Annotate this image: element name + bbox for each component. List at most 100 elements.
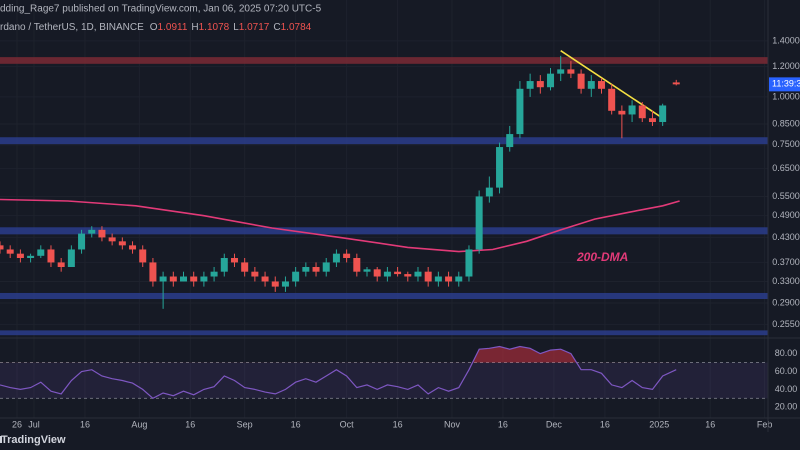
candle-body (292, 271, 300, 282)
candle-body (67, 249, 75, 267)
candle-body (37, 249, 45, 256)
overlay-line (0, 198, 680, 253)
candle-body (169, 276, 177, 282)
candle-body (648, 118, 656, 123)
candle-body (445, 276, 453, 282)
candle-body (373, 269, 381, 277)
y-tick-label: 0.7500 (772, 139, 800, 149)
y-tick-label: 0.8500 (772, 118, 800, 128)
price-label-box (769, 77, 800, 92)
x-tick-label: Oct (340, 419, 355, 429)
x-tick-label: 16 (498, 419, 508, 429)
x-tick-label: Sep (237, 419, 253, 429)
candle-body (557, 69, 565, 74)
candle-body (6, 249, 14, 254)
candle-body (414, 271, 422, 277)
y-tick-label: 1.0000 (772, 91, 800, 101)
ohlc-label: O (150, 22, 158, 33)
candle-body (129, 245, 137, 250)
x-tick-label: 16 (705, 419, 715, 429)
candle-body (547, 73, 555, 88)
candle-body (394, 271, 402, 275)
publisher: dding_Rage7 published on TradingView.com… (0, 4, 322, 15)
candle-body (353, 257, 361, 272)
candle-body (526, 81, 534, 89)
candle-body (180, 276, 188, 282)
zone (0, 330, 768, 336)
zone (0, 227, 768, 235)
y-tick-label: 0.2550 (772, 319, 800, 329)
x-tick-label: 2025 (649, 419, 669, 429)
countdown: 11:39:3 (772, 79, 800, 89)
candle-body (608, 88, 616, 111)
zone (0, 57, 768, 64)
candle-body (220, 257, 228, 272)
candle-body (261, 276, 269, 282)
y-tick-label: 0.4900 (772, 210, 800, 220)
candle-body (302, 266, 310, 272)
candle-body (78, 233, 86, 250)
candle-body (27, 255, 35, 258)
x-tick-label: Nov (444, 419, 461, 429)
symbol: rdano / TetherUS, 1D, BINANCE (0, 22, 144, 33)
axes: 26 Jul 16 Aug 16 Sep 16 Oct 16 Nov 16 Dec 16 2025 16 Fe… (12, 35, 800, 429)
candle-body (332, 253, 340, 263)
ohlc-value: 1.0911 (158, 22, 188, 33)
candle-body (587, 81, 595, 89)
candle-body (597, 81, 605, 89)
x-tick-label: 16 (185, 419, 195, 429)
rsi-tick-label: 80.00 (775, 348, 798, 358)
candle-body (271, 281, 279, 287)
y-tick-label: 1.2000 (772, 61, 800, 71)
candle-body (516, 88, 524, 135)
rsi-pane (0, 338, 768, 418)
zone (0, 137, 768, 145)
candle-body (485, 187, 493, 197)
candle-body (230, 257, 238, 263)
candle-body (659, 105, 667, 123)
candle-body (57, 262, 65, 267)
candle-body (672, 82, 680, 85)
y-tick-label: 0.2900 (772, 297, 800, 307)
candle-body (200, 276, 208, 282)
ohlc-label: C (273, 22, 280, 33)
x-tick-label: Jul (28, 419, 40, 429)
rsi-overbought-fill (0, 346, 677, 363)
candle-body (251, 271, 259, 277)
ohlc-label: L (233, 22, 239, 33)
brand: TradingView (1, 434, 66, 446)
candle-body (628, 105, 636, 115)
candle-body (404, 274, 412, 277)
x-tick-label: Dec (546, 419, 563, 429)
candle-body (455, 276, 463, 282)
candle-body (108, 237, 116, 242)
ohlc-label: H (191, 22, 198, 33)
candle-body (16, 253, 24, 258)
candle-body (618, 110, 626, 115)
y-tick-label: 0.3700 (772, 257, 800, 267)
y-tick-label: 0.5500 (772, 191, 800, 201)
candle-body (363, 269, 371, 272)
candle-body (139, 249, 147, 263)
candle-body (190, 276, 198, 282)
candle-body (383, 271, 391, 277)
y-tick-label: 0.3300 (772, 276, 800, 286)
x-tick-label: Aug (131, 419, 147, 429)
candle-body (465, 249, 473, 277)
candle-body (0, 245, 4, 250)
candle-body (577, 73, 585, 89)
symbol-line: rdano / TetherUS, 1D, BINANCE O1.0911 H1.1… (0, 22, 312, 33)
rsi-tick-label: 40.00 (775, 384, 798, 394)
candle-body (47, 249, 55, 263)
y-tick-label: 0.6500 (772, 163, 800, 173)
candle-body (424, 271, 432, 282)
x-tick-label: 26 (12, 419, 22, 429)
y-tick-label: 1.4000 (772, 35, 800, 45)
candle-body (475, 196, 483, 250)
candle-body (506, 134, 514, 148)
candle-body (312, 266, 320, 272)
x-tick-label: 16 (600, 419, 610, 429)
price-pane: 200-DMA (0, 50, 768, 336)
